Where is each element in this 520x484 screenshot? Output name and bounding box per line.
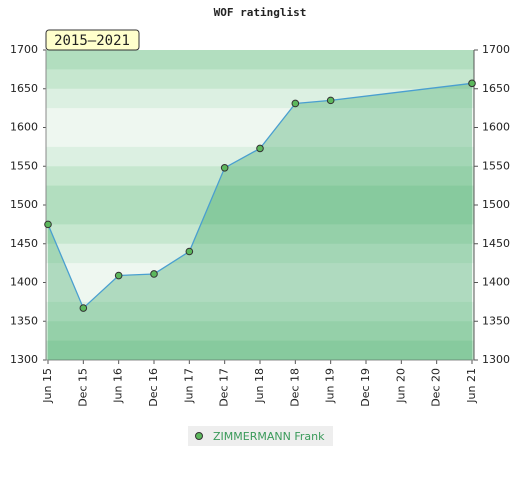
y2-tick-label: 1400 <box>482 276 510 289</box>
band <box>46 282 474 303</box>
y2-tick-label: 1550 <box>482 159 510 172</box>
chart-title: WOF ratinglist <box>214 6 307 19</box>
band <box>46 263 474 283</box>
y2-tick-label: 1350 <box>482 314 510 327</box>
plot: 1300 1350 1400 1450 1500 1550 1600 1650 1700 1300… <box>10 43 510 407</box>
y-tick-label: 1350 <box>10 314 38 327</box>
background <box>46 50 474 361</box>
y-tick-label: 1300 <box>10 353 38 366</box>
band <box>46 166 474 187</box>
legend: ZIMMERMANN Frank <box>188 426 333 446</box>
band <box>46 185 474 206</box>
point <box>468 79 476 88</box>
point <box>291 99 300 108</box>
y-tick-label: 1550 <box>10 159 38 172</box>
x-tick-label: Dec 17 <box>218 368 231 407</box>
y2-tick-label: 1450 <box>482 237 510 250</box>
band <box>46 50 474 70</box>
x-tick-label: Dec 18 <box>288 368 301 407</box>
point <box>79 304 88 312</box>
x-tick-label: Dec 15 <box>76 368 89 407</box>
x-tick-label: Jun 17 <box>182 368 195 404</box>
x-tick-label: Jun 21 <box>465 368 478 404</box>
x-tick-label: Jun 19 <box>324 368 337 404</box>
y2-tick-label: 1650 <box>482 82 510 95</box>
x-tick-label: Dec 20 <box>430 368 443 407</box>
band <box>46 69 474 90</box>
band <box>46 205 474 225</box>
point <box>256 144 264 153</box>
y-tick-label: 1450 <box>10 237 38 250</box>
y2-tick-label: 1500 <box>482 198 510 211</box>
badge-box <box>45 29 140 51</box>
point <box>114 271 123 280</box>
x-tick-label: Jun 15 <box>41 368 54 404</box>
legend-box <box>188 426 333 446</box>
y-tick-label: 1500 <box>10 198 38 211</box>
band <box>46 88 474 109</box>
point <box>185 247 194 256</box>
band <box>46 146 474 167</box>
y2-tick-label: 1600 <box>482 121 510 134</box>
x-tick-label: Dec 16 <box>147 368 160 407</box>
band <box>46 127 474 148</box>
y-tick-label: 1650 <box>10 82 38 95</box>
point <box>150 270 158 278</box>
line <box>47 82 473 310</box>
legend-label: ZIMMERMANN Frank <box>213 430 325 443</box>
y-tick-label: 1400 <box>10 276 38 289</box>
x-tick-label: Jun 20 <box>394 368 407 404</box>
y-tick-label: 1600 <box>10 121 38 134</box>
point <box>44 220 52 229</box>
y2-tick-label: 1700 <box>482 43 510 56</box>
band <box>46 108 474 128</box>
band <box>46 301 474 322</box>
band <box>46 224 474 245</box>
badge-text: 2015–2021 <box>54 33 130 49</box>
band <box>46 321 474 342</box>
y-tick-label: 1700 <box>10 43 38 56</box>
x-tick-label: Dec 19 <box>359 368 372 407</box>
x-tick-label: Jun 16 <box>112 368 125 404</box>
point <box>220 164 229 172</box>
y2-tick-label: 1300 <box>482 353 510 366</box>
area <box>48 83 472 360</box>
legend-marker <box>195 432 203 440</box>
band <box>46 243 474 264</box>
badge: 2015–2021 <box>45 29 140 51</box>
x-tick-label: Jun 18 <box>253 368 266 404</box>
band <box>46 340 474 361</box>
point <box>326 96 335 105</box>
